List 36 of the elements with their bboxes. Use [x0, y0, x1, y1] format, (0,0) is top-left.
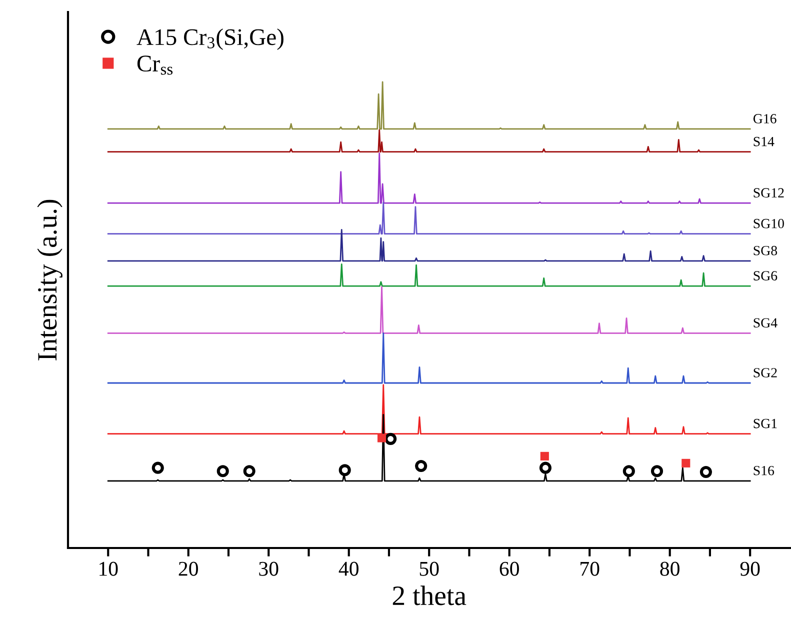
series-label: SG2: [754, 368, 777, 378]
x-tick-label: 50: [420, 562, 439, 576]
x-tick-label: 10: [100, 562, 118, 576]
point: [338, 464, 351, 476]
x-tick-label: 90: [740, 562, 760, 576]
point: [216, 465, 229, 478]
series-label: SG4: [754, 318, 778, 328]
point: [243, 465, 256, 478]
point: [539, 462, 552, 474]
x-tick-label: 30: [259, 562, 278, 576]
x-axis-title: 2 theta: [392, 586, 466, 606]
point: [384, 432, 397, 445]
x-tick-label: 40: [338, 562, 358, 576]
x-tick-label: 80: [660, 562, 680, 576]
point: [622, 465, 635, 478]
point: [682, 458, 690, 468]
point: [540, 452, 549, 460]
point: [415, 460, 428, 472]
series-label: SG1: [754, 418, 777, 428]
point: [700, 466, 712, 478]
legend-label: A15 Cr$_{3}$(Si,Ge): [136, 28, 284, 50]
series-label: SG8: [754, 246, 778, 256]
point: [377, 434, 386, 442]
legend-label: Cr$_{ss}$: [137, 56, 173, 75]
point: [650, 465, 664, 478]
series-label: SG6: [754, 271, 778, 280]
x-tick-label: 20: [178, 562, 198, 576]
series-label: S14: [754, 136, 774, 146]
series-label: SG12: [754, 188, 784, 198]
series-label: SG10: [754, 218, 784, 228]
series-label: S16: [754, 466, 774, 476]
series-label: G16: [753, 114, 776, 124]
y-axis-title: Intensity (a.u.): [37, 200, 62, 360]
x-tick-label: 60: [500, 562, 519, 576]
point: [152, 462, 164, 474]
x-tick-label: 70: [580, 562, 600, 576]
